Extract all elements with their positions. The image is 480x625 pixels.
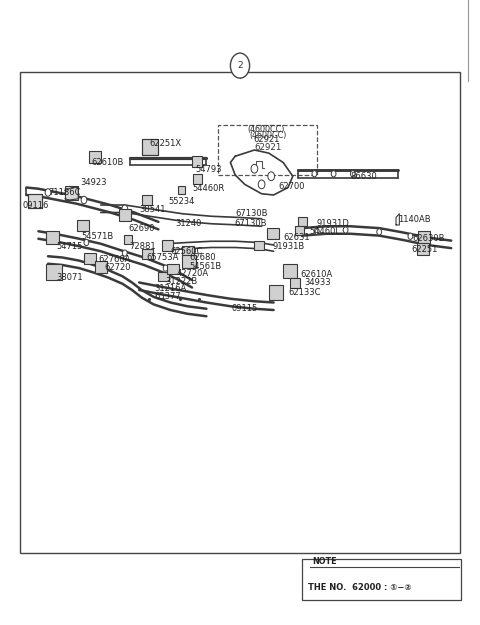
Text: 62251: 62251 [412, 246, 438, 254]
Text: 31222B: 31222B [166, 277, 198, 286]
Text: 62700: 62700 [278, 182, 305, 191]
Text: 54460L: 54460L [310, 227, 341, 236]
Text: 38071: 38071 [57, 273, 83, 282]
Text: 62921: 62921 [253, 135, 279, 144]
Text: 2: 2 [237, 61, 243, 70]
Text: 62760A: 62760A [98, 256, 130, 264]
Text: 65753A: 65753A [146, 253, 179, 262]
Bar [167, 264, 179, 274]
Text: 34933: 34933 [304, 278, 331, 287]
Bar [142, 195, 152, 205]
Text: 67130B: 67130B [234, 219, 267, 228]
Circle shape [84, 239, 89, 246]
Circle shape [122, 205, 128, 212]
Text: 42720A: 42720A [176, 269, 208, 278]
Circle shape [230, 53, 250, 78]
Circle shape [258, 180, 265, 189]
Bar [162, 240, 173, 251]
Bar [124, 235, 132, 244]
Circle shape [312, 171, 317, 177]
Text: 55234: 55234 [168, 197, 194, 206]
Bar [290, 278, 300, 288]
Bar [46, 264, 62, 280]
Bar [142, 249, 153, 259]
Circle shape [377, 229, 382, 235]
Text: (4600CC): (4600CC) [249, 131, 286, 140]
Bar [193, 174, 202, 184]
Circle shape [53, 233, 58, 239]
Text: 62631: 62631 [283, 233, 310, 242]
Text: 62690: 62690 [128, 224, 155, 232]
Circle shape [122, 250, 127, 256]
Text: NOTE: NOTE [312, 557, 336, 566]
Bar [269, 285, 283, 300]
Text: 09116: 09116 [22, 201, 48, 209]
Text: 09115: 09115 [232, 304, 258, 313]
Text: 54460R: 54460R [192, 184, 225, 193]
Bar [218, 125, 317, 175]
Text: 86630: 86630 [350, 172, 377, 181]
Circle shape [45, 189, 51, 196]
Bar [142, 139, 158, 155]
Text: 62610B: 62610B [91, 158, 123, 167]
Bar [178, 186, 185, 194]
Text: 67130B: 67130B [235, 209, 268, 218]
Text: 62251X: 62251X [150, 139, 181, 148]
Text: 34923: 34923 [81, 178, 107, 187]
Text: 54561B: 54561B [189, 262, 221, 271]
Circle shape [408, 233, 413, 239]
Text: 31216A: 31216A [155, 284, 187, 293]
Text: 38541: 38541 [139, 205, 166, 214]
Bar [119, 209, 131, 221]
Circle shape [268, 172, 275, 181]
Bar [89, 151, 101, 162]
Bar [158, 272, 169, 281]
Bar [192, 156, 202, 167]
Circle shape [331, 171, 336, 177]
Text: 91931D: 91931D [317, 219, 349, 228]
Text: 62133C: 62133C [288, 288, 321, 297]
Bar [417, 242, 429, 255]
Text: 1140AB: 1140AB [398, 216, 431, 224]
Bar [28, 194, 42, 208]
Bar [298, 217, 307, 226]
Text: 65377: 65377 [155, 292, 181, 301]
Bar [65, 186, 78, 200]
Bar [254, 241, 264, 250]
Bar [295, 226, 304, 235]
Bar [46, 231, 59, 244]
Text: (4600CC): (4600CC) [248, 125, 285, 134]
Text: 62720: 62720 [105, 263, 131, 272]
Text: 54571B: 54571B [82, 232, 114, 241]
Text: 54715: 54715 [57, 242, 83, 251]
Circle shape [81, 196, 87, 204]
Bar [302, 559, 461, 600]
Bar [77, 220, 89, 231]
Bar [283, 264, 297, 278]
Bar [20, 72, 460, 553]
Text: 62921: 62921 [254, 143, 281, 152]
Circle shape [314, 228, 319, 234]
Bar [84, 253, 96, 264]
Text: 62630B: 62630B [413, 234, 445, 243]
Bar [182, 246, 194, 259]
Bar [418, 231, 430, 245]
Text: 62680: 62680 [189, 253, 216, 262]
Text: 91931B: 91931B [273, 242, 305, 251]
Text: 62560C: 62560C [170, 247, 203, 256]
Text: THE NO.  62000 : ①−②: THE NO. 62000 : ①−② [308, 583, 412, 592]
Text: 71186C: 71186C [48, 188, 81, 197]
Circle shape [251, 164, 258, 173]
Text: 54793: 54793 [195, 166, 222, 174]
Bar [267, 228, 279, 239]
Bar [182, 255, 196, 268]
Text: 31240: 31240 [176, 219, 202, 228]
Circle shape [350, 171, 355, 177]
Circle shape [163, 265, 168, 271]
Text: 62610A: 62610A [300, 271, 332, 279]
Text: 72881: 72881 [130, 242, 156, 251]
Circle shape [343, 227, 348, 233]
Bar [95, 261, 107, 272]
